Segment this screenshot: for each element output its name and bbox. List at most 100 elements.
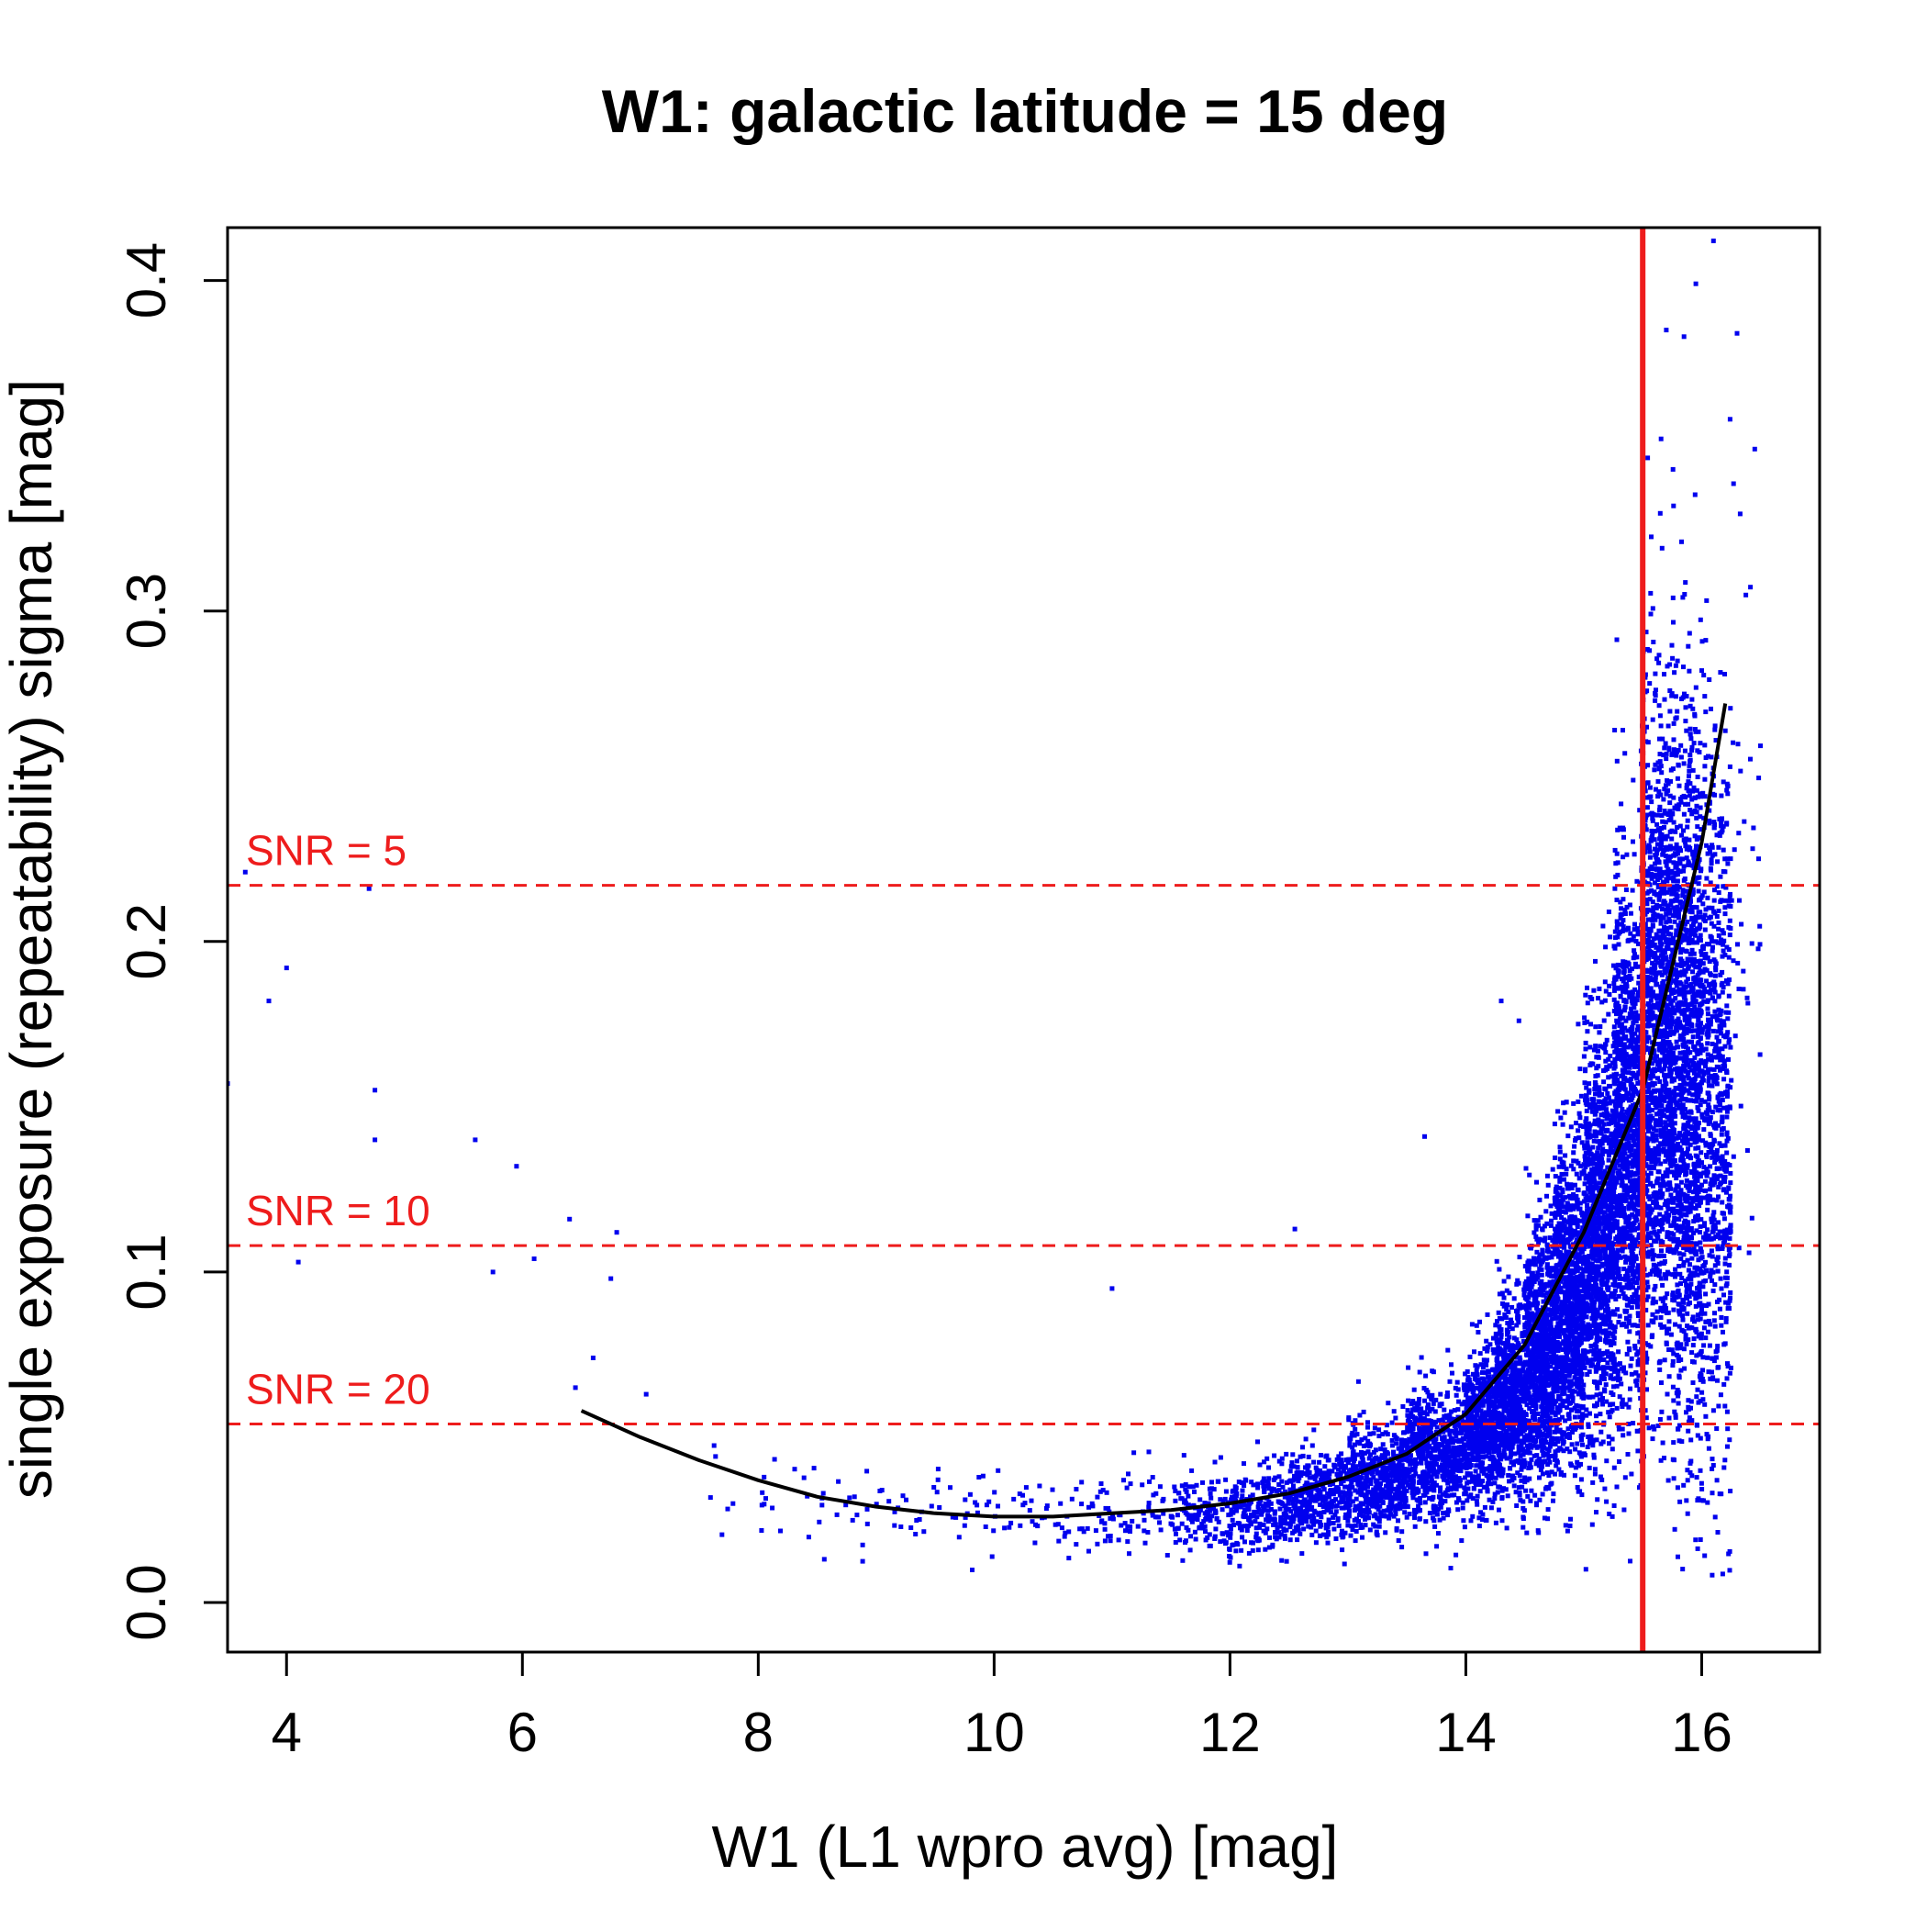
scatter-point: [1466, 1383, 1471, 1388]
scatter-point: [1296, 1465, 1300, 1469]
scatter-point: [1532, 1218, 1537, 1223]
scatter-point: [1475, 1408, 1479, 1413]
scatter-point: [1533, 1394, 1538, 1399]
scatter-point: [730, 1502, 735, 1506]
scatter-point: [1309, 1507, 1313, 1512]
scatter-point: [1536, 1367, 1541, 1371]
scatter-point: [1372, 1513, 1376, 1518]
scatter-point: [1546, 1256, 1551, 1260]
scatter-point: [1224, 1490, 1229, 1494]
scatter-point: [1449, 1566, 1454, 1570]
scatter-point: [1219, 1456, 1223, 1460]
scatter-point: [1260, 1480, 1264, 1485]
scatter-point: [1285, 1559, 1289, 1564]
scatter-point: [1442, 1435, 1447, 1439]
scatter-point: [1352, 1458, 1356, 1463]
scatter-point: [1348, 1440, 1353, 1445]
scatter-point: [1563, 1154, 1567, 1158]
scatter-point: [1438, 1485, 1442, 1490]
scatter-point: [1228, 1536, 1232, 1540]
scatter-point: [1502, 1409, 1507, 1413]
scatter-point: [1488, 1400, 1493, 1404]
scatter-point: [1262, 1529, 1266, 1534]
scatter-point: [1525, 1297, 1530, 1301]
scatter-point: [1437, 1456, 1442, 1460]
scatter-point: [970, 1568, 975, 1572]
scatter-point: [1574, 1465, 1578, 1469]
scatter-point: [1220, 1532, 1225, 1536]
scatter-point: [1454, 1386, 1458, 1390]
scatter-point: [1472, 1349, 1476, 1354]
scatter-point: [1452, 1479, 1456, 1483]
scatter-point: [819, 1502, 824, 1507]
scatter-point: [948, 1485, 952, 1490]
scatter-point: [1140, 1482, 1144, 1487]
scatter-point: [1388, 1478, 1393, 1482]
scatter-point: [1478, 1351, 1483, 1356]
scatter-point: [1444, 1478, 1449, 1482]
scatter-point: [854, 1513, 859, 1517]
scatter-point: [1541, 1492, 1545, 1497]
scatter-point: [1392, 1409, 1397, 1413]
scatter-point: [1498, 1420, 1502, 1424]
scatter-point: [1516, 1341, 1520, 1346]
scatter-point: [1454, 1553, 1458, 1558]
scatter-point: [1378, 1446, 1383, 1451]
scatter-point: [1576, 1100, 1580, 1104]
scatter-point: [1200, 1480, 1205, 1485]
scatter-point: [1481, 1446, 1486, 1451]
scatter-point: [1392, 1487, 1397, 1491]
scatter-point: [1199, 1522, 1204, 1526]
scatter-point: [1526, 1348, 1531, 1353]
scatter-point: [936, 1478, 941, 1482]
scatter-point: [1108, 1538, 1113, 1543]
scatter-point: [1528, 1443, 1532, 1447]
scatter-point: [1553, 1122, 1557, 1126]
scatter-point: [1487, 1498, 1492, 1502]
scatter-point: [1086, 1526, 1090, 1531]
scatter-point: [1423, 1374, 1428, 1379]
scatter-point: [1175, 1513, 1180, 1517]
scatter-point: [1218, 1497, 1222, 1502]
scatter-point: [1495, 1356, 1499, 1360]
scatter-point: [1079, 1502, 1084, 1506]
scatter-point: [1402, 1510, 1407, 1514]
scatter-point: [1532, 1373, 1537, 1378]
scatter-point: [1310, 1444, 1315, 1448]
scatter-point: [1505, 1333, 1509, 1337]
scatter-point: [1532, 1256, 1536, 1261]
scatter-point: [1161, 1497, 1165, 1502]
scatter-point: [1446, 1471, 1451, 1476]
scatter-point: [1576, 1188, 1580, 1192]
scatter-point: [1497, 1438, 1501, 1443]
scatter-point: [1386, 1401, 1390, 1405]
scatter-point: [1509, 1402, 1514, 1406]
scatter-point: [1393, 1416, 1398, 1421]
scatter-point: [1399, 1529, 1404, 1534]
scatter-point: [1074, 1542, 1078, 1547]
scatter-point: [1431, 1486, 1436, 1491]
scatter-point: [1332, 1464, 1337, 1469]
scatter-point: [1445, 1511, 1450, 1515]
scatter-point: [1011, 1497, 1016, 1502]
scatter-point: [1465, 1369, 1470, 1374]
scatter-point: [1412, 1388, 1417, 1392]
scatter-point: [1529, 1457, 1533, 1462]
scatter-point: [1234, 1493, 1239, 1498]
scatter-point: [1397, 1538, 1401, 1543]
scatter-point: [817, 1520, 821, 1524]
scatter-point: [1301, 1503, 1306, 1508]
scatter-point: [1498, 1340, 1502, 1345]
scatter-point: [1165, 1553, 1170, 1558]
scatter-point: [793, 1467, 797, 1471]
x-axis-label: W1 (L1 wpro avg) [mag]: [712, 1814, 1339, 1880]
scatter-point: [1486, 1345, 1490, 1349]
scatter-point: [1315, 1468, 1320, 1472]
scatter-point: [1258, 1463, 1263, 1468]
scatter-point: [1374, 1447, 1378, 1452]
scatter-point: [1412, 1512, 1417, 1516]
scatter-point: [1406, 1474, 1410, 1479]
scatter-point: [1471, 1496, 1476, 1501]
scatter-point: [1576, 1128, 1580, 1133]
scatter-point: [1573, 1473, 1577, 1478]
